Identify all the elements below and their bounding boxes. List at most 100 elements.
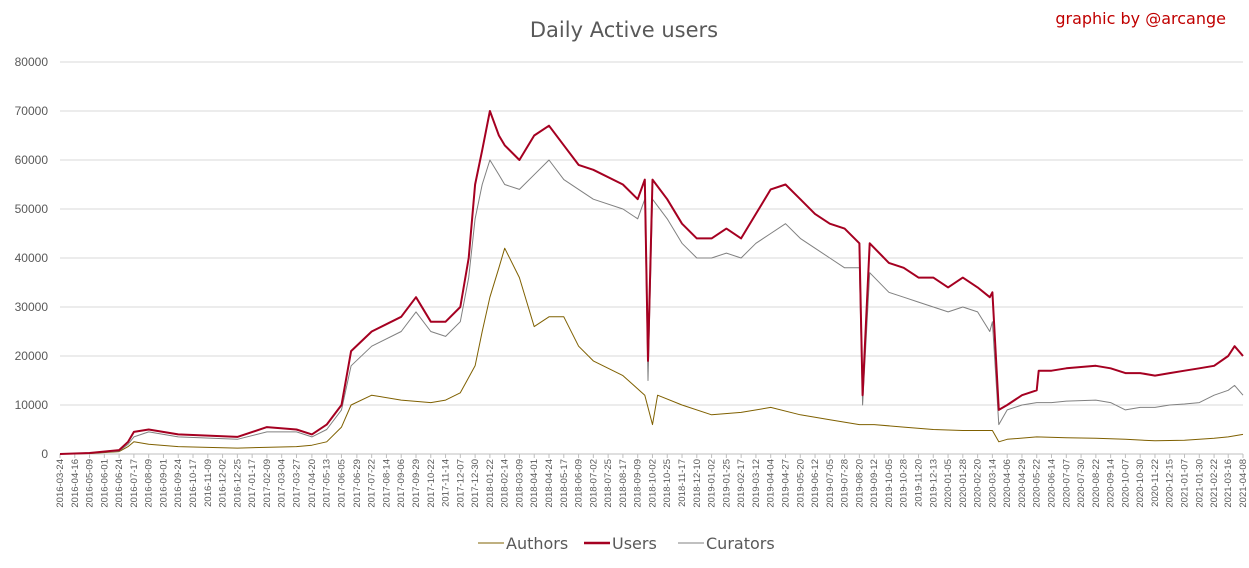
x-tick-label: 2017-02-09 xyxy=(262,459,273,508)
x-tick-label: 2018-10-25 xyxy=(662,459,673,508)
x-tick-label: 2016-05-09 xyxy=(85,459,96,508)
x-tick-label: 2019-05-20 xyxy=(795,459,806,508)
x-tick-label: 2016-09-01 xyxy=(158,459,169,508)
x-tick-label: 2020-10-30 xyxy=(1135,459,1146,508)
y-tick-label: 80000 xyxy=(15,55,49,69)
x-tick-label: 2016-03-24 xyxy=(55,459,66,508)
x-tick-label: 2017-09-06 xyxy=(396,459,407,508)
x-tick-label: 2020-08-22 xyxy=(1091,459,1102,508)
x-tick-label: 2019-04-04 xyxy=(766,459,777,508)
x-tick-label: 2019-11-20 xyxy=(913,459,924,507)
x-tick-label: 2017-05-13 xyxy=(322,459,333,508)
x-tick-label: 2017-06-29 xyxy=(352,459,363,508)
legend-label-users: Users xyxy=(612,534,657,553)
x-tick-label: 2019-03-12 xyxy=(751,459,762,508)
x-tick-label: 2021-01-07 xyxy=(1180,459,1191,508)
x-tick-label: 2019-01-02 xyxy=(707,459,718,508)
legend: Authors Users Curators xyxy=(478,534,775,553)
x-tick-label: 2016-04-16 xyxy=(70,459,81,508)
y-tick-label: 0 xyxy=(41,447,48,461)
x-tick-label: 2019-04-27 xyxy=(780,459,791,508)
chart-credit: graphic by @arcange xyxy=(1055,9,1226,28)
x-tick-label: 2018-01-22 xyxy=(485,459,496,508)
x-tick-label: 2019-08-20 xyxy=(854,459,865,508)
series-lines xyxy=(59,110,1244,455)
x-tick-label: 2019-10-28 xyxy=(899,459,910,508)
x-tick-label: 2021-01-30 xyxy=(1194,459,1205,508)
x-tick-label: 2020-07-30 xyxy=(1076,459,1087,508)
x-tick-label: 2017-01-17 xyxy=(247,459,258,508)
x-tick-label: 2017-03-04 xyxy=(277,459,288,508)
legend-label-authors: Authors xyxy=(506,534,568,553)
x-tick-label: 2019-09-12 xyxy=(869,459,880,508)
x-tick-label: 2018-08-17 xyxy=(618,459,629,508)
series-line-users xyxy=(59,110,1244,455)
x-axis-tick-labels: 2016-03-24 2016-04-16 2016-05-09 2016-06-01… xyxy=(55,454,1249,508)
x-tick-label: 2020-02-20 xyxy=(973,459,984,508)
x-tick-label: 2019-10-05 xyxy=(884,459,895,508)
x-tick-label: 2016-07-17 xyxy=(129,459,140,508)
x-tick-label: 2018-09-09 xyxy=(633,459,644,508)
x-tick-label: 2020-10-07 xyxy=(1120,459,1131,508)
x-tick-label: 2016-09-24 xyxy=(173,459,184,508)
x-tick-label: 2016-12-02 xyxy=(218,459,229,508)
x-tick-label: 2019-12-13 xyxy=(928,459,939,508)
x-tick-label: 2017-11-14 xyxy=(441,459,452,507)
x-tick-label: 2016-06-01 xyxy=(99,459,110,508)
chart-title: Daily Active users xyxy=(530,18,718,42)
x-tick-label: 2019-07-05 xyxy=(825,459,836,508)
x-tick-label: 2018-03-09 xyxy=(514,459,525,508)
x-tick-label: 2018-04-24 xyxy=(544,459,555,508)
x-tick-label: 2017-08-14 xyxy=(381,459,392,508)
x-tick-label: 2016-11-09 xyxy=(203,459,214,507)
series-line-curators xyxy=(59,159,1244,455)
x-tick-label: 2021-04-08 xyxy=(1238,459,1249,508)
x-tick-label: 2019-06-12 xyxy=(810,459,821,508)
y-tick-label: 30000 xyxy=(15,300,49,314)
x-tick-label: 2020-05-22 xyxy=(1032,459,1043,508)
y-tick-label: 60000 xyxy=(15,153,49,167)
x-tick-label: 2018-04-01 xyxy=(529,459,540,508)
x-tick-label: 2021-03-16 xyxy=(1223,459,1234,508)
x-tick-label: 2017-04-20 xyxy=(307,459,318,508)
x-tick-label: 2017-12-07 xyxy=(455,459,466,508)
legend-label-curators: Curators xyxy=(706,534,775,553)
y-axis-tick-labels: 0 10000 20000 30000 40000 50000 60000 70000 8000… xyxy=(15,55,49,461)
x-tick-label: 2020-12-15 xyxy=(1165,459,1176,508)
x-tick-label: 2018-12-10 xyxy=(692,459,703,508)
y-tick-label: 10000 xyxy=(15,398,49,412)
x-tick-label: 2020-07-07 xyxy=(1061,459,1072,508)
x-tick-label: 2017-07-22 xyxy=(367,459,378,508)
x-tick-label: 2017-03-27 xyxy=(291,459,302,508)
y-tick-label: 20000 xyxy=(15,349,49,363)
x-tick-label: 2018-10-02 xyxy=(647,459,658,508)
y-tick-label: 70000 xyxy=(15,104,49,118)
x-tick-label: 2020-03-14 xyxy=(987,459,998,508)
x-tick-label: 2020-06-14 xyxy=(1047,459,1058,508)
x-tick-label: 2020-11-22 xyxy=(1150,459,1161,507)
x-tick-label: 2017-10-22 xyxy=(426,459,437,508)
y-tick-label: 50000 xyxy=(15,202,49,216)
x-tick-label: 2016-10-17 xyxy=(188,459,199,508)
x-tick-label: 2020-04-06 xyxy=(1002,459,1013,508)
x-tick-label: 2018-02-14 xyxy=(500,459,511,508)
x-tick-label: 2020-01-05 xyxy=(943,459,954,508)
x-tick-label: 2018-06-09 xyxy=(574,459,585,508)
y-tick-label: 40000 xyxy=(15,251,49,265)
x-tick-label: 2018-07-02 xyxy=(588,459,599,508)
x-tick-label: 2019-07-28 xyxy=(840,459,851,508)
series-line-authors xyxy=(59,247,1244,455)
x-tick-label: 2018-05-17 xyxy=(559,459,570,508)
x-tick-label: 2019-01-25 xyxy=(721,459,732,508)
x-tick-label: 2017-09-29 xyxy=(411,459,422,508)
x-tick-label: 2016-12-25 xyxy=(232,459,243,508)
x-tick-label: 2017-06-05 xyxy=(336,459,347,508)
x-tick-label: 2020-04-29 xyxy=(1017,459,1028,508)
x-tick-label: 2017-12-30 xyxy=(470,459,481,508)
x-tick-label: 2020-09-14 xyxy=(1106,459,1117,508)
x-tick-label: 2018-11-17 xyxy=(677,459,688,507)
x-tick-label: 2016-06-24 xyxy=(114,459,125,508)
x-tick-label: 2018-07-25 xyxy=(603,459,614,508)
